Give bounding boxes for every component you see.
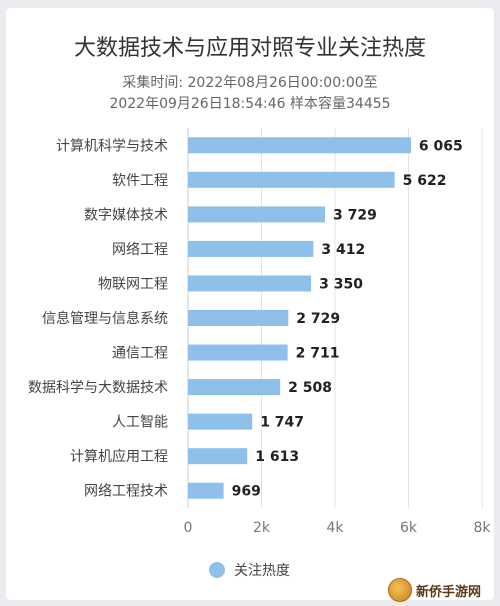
bar bbox=[188, 171, 395, 188]
legend-marker bbox=[209, 562, 225, 578]
bar bbox=[188, 137, 411, 154]
x-tick-label: 2k bbox=[253, 520, 271, 536]
data-label: 2 729 bbox=[296, 311, 340, 327]
bar bbox=[188, 448, 248, 465]
category-label: 数字媒体技术 bbox=[84, 207, 168, 223]
bar bbox=[188, 379, 281, 396]
category-label: 通信工程 bbox=[112, 346, 168, 362]
category-label: 数据科学与大数据技术 bbox=[28, 380, 168, 396]
data-label: 3 350 bbox=[319, 276, 363, 292]
bar bbox=[188, 310, 289, 326]
chart-subtitle-line-1: 采集时间: 2022年08月26日00:00:00至 bbox=[122, 75, 378, 91]
data-label: 969 bbox=[232, 484, 261, 500]
chart-card bbox=[6, 8, 494, 600]
bar bbox=[188, 275, 312, 292]
chart-title: 大数据技术与应用对照专业关注热度 bbox=[73, 36, 426, 61]
x-tick-label: 4k bbox=[326, 520, 344, 536]
category-label: 软件工程 bbox=[112, 173, 168, 189]
bar bbox=[188, 240, 314, 257]
category-label: 信息管理与信息系统 bbox=[42, 310, 168, 327]
watermark-text: 新侨手游网 bbox=[416, 584, 482, 600]
category-label: 网络工程技术 bbox=[84, 484, 168, 500]
category-label: 计算机科学与技术 bbox=[56, 138, 168, 154]
bar bbox=[188, 413, 253, 430]
category-label: 网络工程 bbox=[112, 242, 168, 258]
data-label: 1 747 bbox=[260, 415, 304, 431]
watermark: 新侨手游网 bbox=[388, 576, 498, 604]
category-label: 计算机应用工程 bbox=[70, 448, 168, 465]
data-label: 1 613 bbox=[255, 449, 299, 465]
data-label: 2 508 bbox=[288, 380, 332, 396]
data-label: 5 622 bbox=[403, 173, 447, 189]
bar bbox=[188, 482, 224, 499]
watermark-logo-icon bbox=[388, 578, 412, 602]
data-label: 3 729 bbox=[333, 207, 377, 223]
x-tick-label: 0 bbox=[184, 520, 193, 536]
legend-label: 关注热度 bbox=[234, 563, 290, 579]
data-label: 6 065 bbox=[419, 138, 463, 154]
data-label: 3 412 bbox=[321, 242, 365, 258]
bar bbox=[188, 206, 326, 223]
bar bbox=[188, 344, 288, 361]
category-label: 物联网工程 bbox=[98, 276, 168, 292]
category-label: 人工智能 bbox=[112, 415, 168, 431]
data-label: 2 711 bbox=[296, 346, 340, 362]
chart-subtitle-line-2: 2022年09月26日18:54:46 样本容量34455 bbox=[109, 96, 391, 112]
x-tick-label: 6k bbox=[400, 520, 418, 536]
x-tick-label: 8k bbox=[473, 520, 491, 536]
